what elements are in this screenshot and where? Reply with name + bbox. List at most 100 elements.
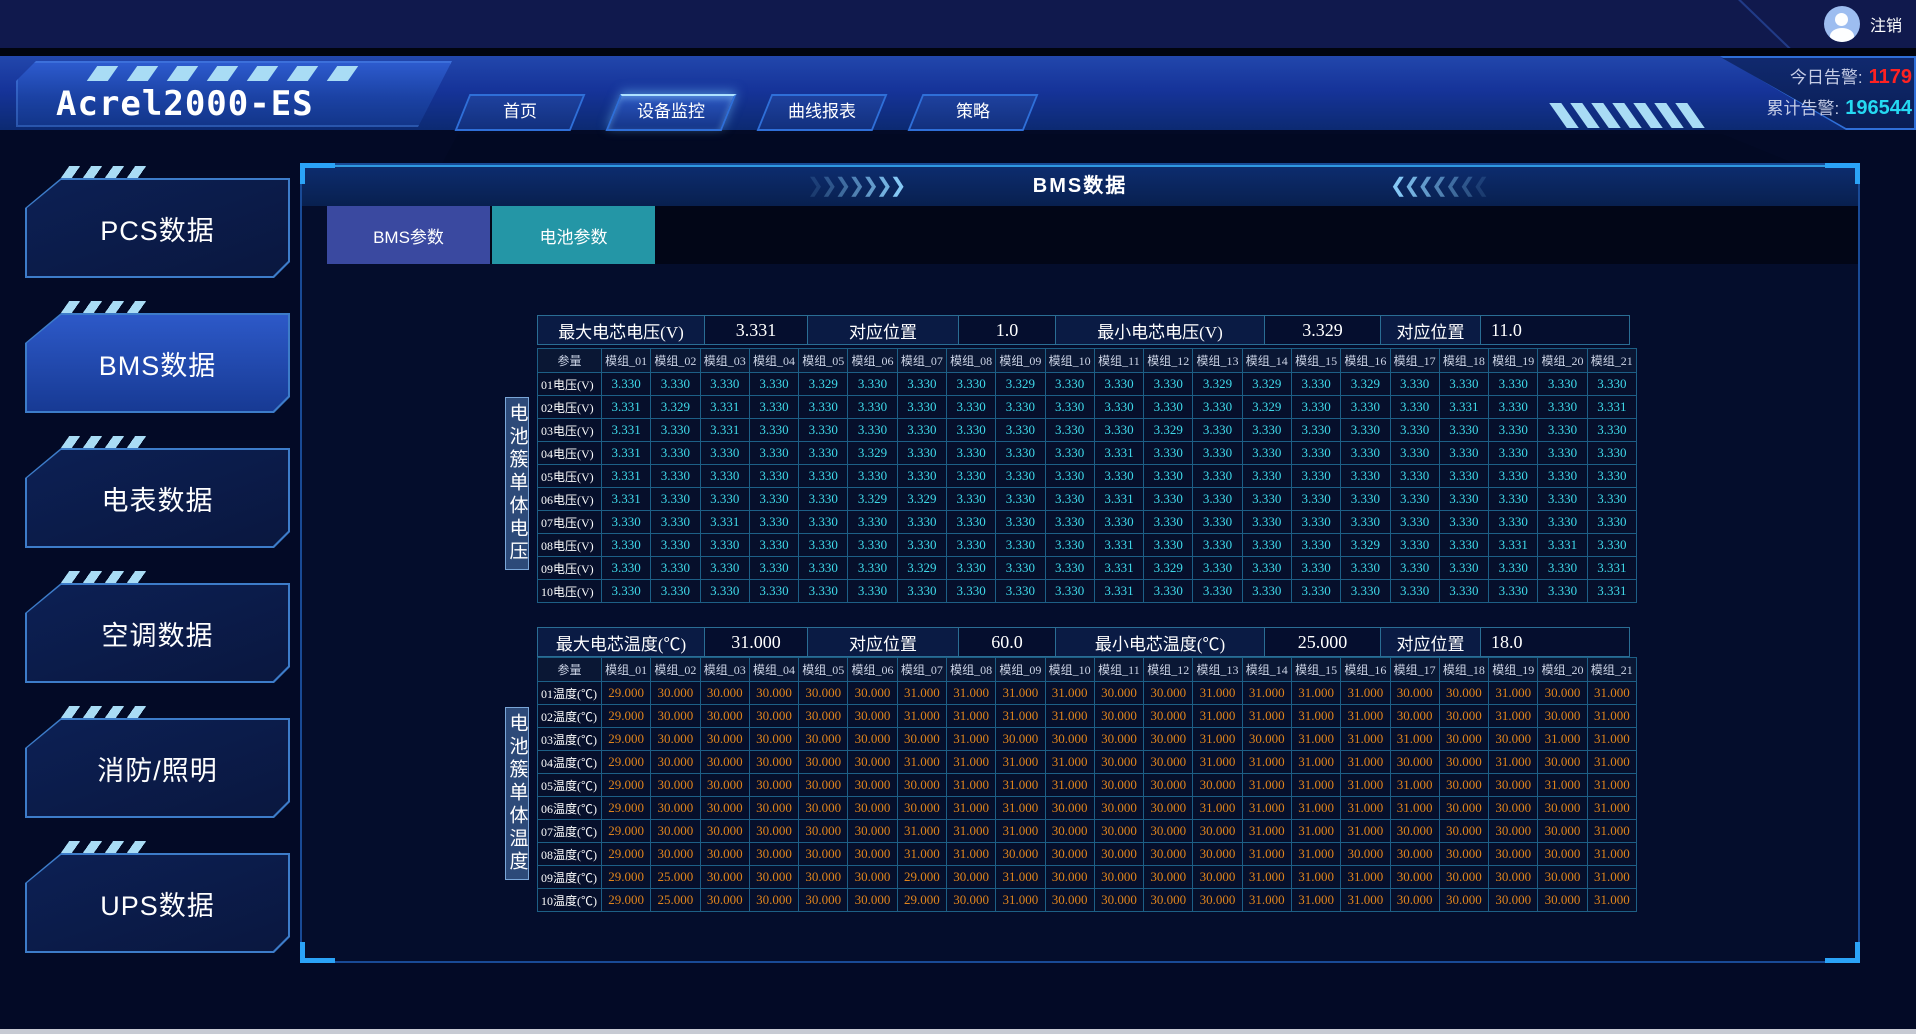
cell-value: 31.000: [945, 681, 997, 705]
cell-value: 3.330: [798, 510, 849, 534]
cell-value: 30.000: [1389, 842, 1440, 866]
cell-value: 3.330: [1143, 372, 1194, 396]
summary-label: 对应位置: [807, 627, 959, 657]
cell-value: 3.330: [1488, 464, 1539, 488]
cell-value: 3.330: [600, 579, 652, 603]
cell-value: 30.000: [1143, 842, 1194, 866]
cell-value: 31.000: [995, 819, 1046, 843]
cell-value: 3.330: [1488, 487, 1539, 511]
cell-value: 3.330: [748, 372, 800, 396]
cell-value: 31.000: [1192, 796, 1243, 820]
chevron-icon: ❯: [848, 175, 865, 197]
row-label: 04电压(V): [537, 441, 602, 465]
cell-value: 3.331: [600, 464, 652, 488]
sidebar-item[interactable]: 空调数据: [25, 571, 290, 683]
cell-value: 3.330: [896, 418, 947, 442]
cell-value: 31.000: [1044, 750, 1095, 774]
cell-value: 31.000: [1290, 704, 1342, 728]
cell-value: 31.000: [945, 773, 997, 797]
cell-value: 3.330: [1241, 579, 1292, 603]
cell-value: 3.330: [945, 372, 997, 396]
cell-value: 31.000: [1192, 681, 1243, 705]
cell-value: 31.000: [1586, 819, 1638, 843]
cell-value: 30.000: [1093, 796, 1145, 820]
cell-value: 3.330: [650, 441, 701, 465]
table-row: 08电压(V) 3.330 3.330 3.330 3.330 3.330 3.330 3.3…: [537, 533, 1638, 557]
column-header: 模组_18: [1438, 657, 1490, 682]
cell-value: 3.330: [1241, 464, 1292, 488]
row-label: 08温度(℃): [537, 842, 602, 866]
column-header: 模组_12: [1143, 657, 1194, 682]
cell-value: 30.000: [1438, 750, 1490, 774]
row-label: 05温度(℃): [537, 773, 602, 797]
cell-value: 31.000: [1340, 796, 1391, 820]
app-logo: Acrel2000-ES: [56, 84, 314, 124]
alarm-today-label: 今日告警:: [1789, 68, 1863, 87]
cell-value: 31.000: [1389, 727, 1440, 751]
cell-value: 31.000: [1290, 750, 1342, 774]
cell-value: 30.000: [798, 681, 849, 705]
cell-value: 30.000: [650, 773, 701, 797]
nav-tab[interactable]: 曲线报表: [756, 94, 888, 131]
cell-value: 30.000: [1438, 888, 1490, 912]
cell-value: 3.330: [1586, 418, 1638, 442]
cell-value: 3.330: [699, 441, 750, 465]
cell-value: 31.000: [945, 704, 997, 728]
cell-value: 3.331: [1586, 556, 1638, 580]
cell-value: 30.000: [1044, 796, 1095, 820]
cell-value: 3.330: [1093, 372, 1145, 396]
stripe-icon: [206, 66, 239, 81]
cell-value: 31.000: [995, 750, 1046, 774]
sidebar-item[interactable]: BMS数据: [25, 301, 290, 413]
sidebar-item[interactable]: UPS数据: [25, 841, 290, 953]
column-header: 模组_14: [1241, 657, 1292, 682]
summary-label: 最小电芯电压(V): [1055, 315, 1265, 345]
cell-value: 3.330: [1488, 441, 1539, 465]
cell-value: 30.000: [1488, 865, 1539, 889]
nav-tab[interactable]: 设备监控: [605, 94, 737, 131]
button-fill: [27, 315, 288, 411]
user-avatar-icon[interactable]: [1823, 6, 1860, 42]
cell-value: 30.000: [847, 888, 898, 912]
cell-value: 3.330: [847, 464, 898, 488]
cell-value: 31.000: [1241, 888, 1292, 912]
panel-tab[interactable]: BMS参数: [327, 206, 490, 264]
cell-value: 30.000: [1537, 888, 1588, 912]
logout-label[interactable]: 注销: [1869, 18, 1902, 35]
cell-value: 3.330: [847, 395, 898, 419]
logout-button[interactable]: 注销: [1823, 0, 1902, 48]
cell-value: 31.000: [995, 865, 1046, 889]
cell-value: 30.000: [847, 773, 898, 797]
cell-value: 31.000: [995, 773, 1046, 797]
panel-tab-label: 电池参数: [539, 227, 608, 247]
cell-value: 31.000: [1241, 681, 1292, 705]
cell-value: 3.330: [1537, 487, 1588, 511]
cell-value: 3.330: [1290, 441, 1342, 465]
cell-value: 3.330: [995, 464, 1046, 488]
sidebar-item[interactable]: 电表数据: [25, 436, 290, 548]
nav-tab[interactable]: 首页: [454, 94, 586, 131]
cell-value: 30.000: [748, 842, 800, 866]
cell-value: 31.000: [995, 796, 1046, 820]
top-bar: 注销: [0, 0, 1916, 48]
table-row: 05电压(V) 3.331 3.330 3.330 3.330 3.330 3.330 3.3…: [537, 464, 1638, 488]
chevron-icon: ❯: [889, 175, 907, 197]
cell-value: 3.330: [1241, 510, 1292, 534]
cell-value: 31.000: [1586, 773, 1638, 797]
nav-tab[interactable]: 策略: [907, 94, 1039, 131]
cell-value: 3.330: [748, 487, 800, 511]
cell-value: 30.000: [650, 727, 701, 751]
cell-value: 3.330: [1290, 372, 1342, 396]
cell-value: 29.000: [600, 796, 652, 820]
cell-value: 3.330: [748, 579, 800, 603]
cell-value: 3.330: [995, 556, 1046, 580]
cell-value: 30.000: [1488, 819, 1539, 843]
cell-value: 30.000: [798, 727, 849, 751]
panel-tab[interactable]: 电池参数: [492, 206, 655, 264]
cell-value: 3.330: [1340, 464, 1391, 488]
cell-value: 3.330: [1044, 510, 1095, 534]
sidebar-item[interactable]: PCS数据: [25, 166, 290, 278]
hazard-stripes-icon: [1549, 103, 1705, 128]
cell-value: 3.330: [650, 510, 701, 534]
sidebar-item[interactable]: 消防/照明: [25, 706, 290, 818]
